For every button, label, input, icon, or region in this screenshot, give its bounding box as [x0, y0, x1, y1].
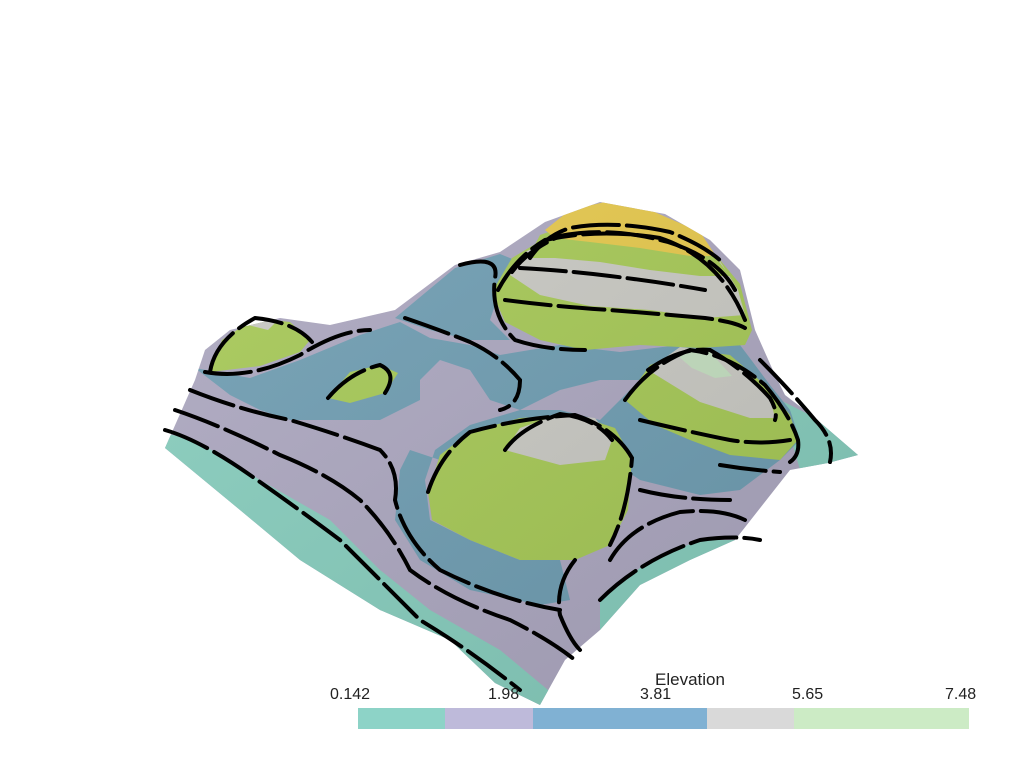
tick-label-2: 3.81 — [640, 686, 672, 703]
color-bar-segment — [707, 708, 795, 729]
scalar-bar-title: Elevation — [655, 670, 725, 689]
color-bar-segment — [532, 708, 708, 729]
tick-label-1: 1.98 — [488, 686, 520, 703]
color-bar — [358, 708, 969, 729]
color-bar-segment — [794, 708, 969, 729]
terrain-surface — [165, 202, 858, 705]
color-bar-segment — [445, 708, 533, 729]
tick-label-max: 7.48 — [945, 686, 977, 703]
contour-lines — [163, 222, 833, 692]
tick-label-3: 5.65 — [792, 686, 824, 703]
tick-label-min: 0.142 — [330, 686, 371, 703]
scalar-bar-legend: Elevation 0.142 1.98 3.81 5.65 7.48 — [320, 668, 1000, 738]
color-bar-segment — [358, 708, 446, 729]
